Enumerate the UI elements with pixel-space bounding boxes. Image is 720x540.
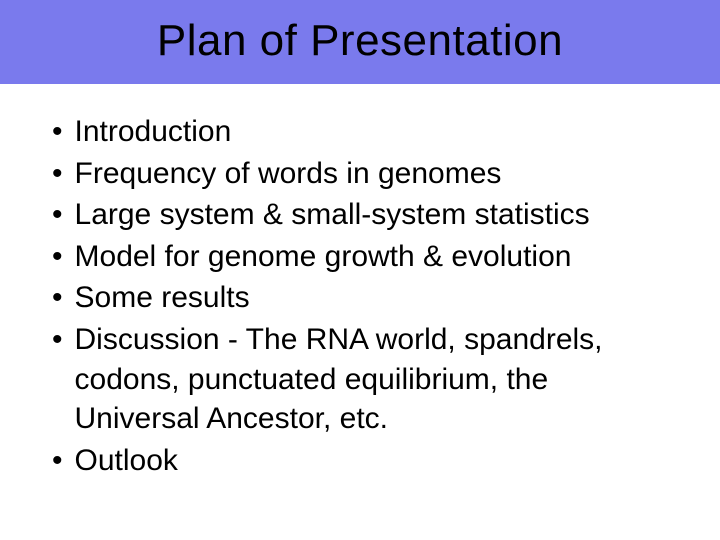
bullet-icon: • <box>52 441 63 481</box>
bullet-text: Discussion - The RNA world, spandrels, c… <box>75 320 680 439</box>
list-item: • Introduction <box>52 112 680 152</box>
slide-header: Plan of Presentation <box>0 0 720 84</box>
list-item: • Discussion - The RNA world, spandrels,… <box>52 320 680 439</box>
list-item: • Some results <box>52 278 680 318</box>
bullet-text: Model for genome growth & evolution <box>75 237 572 277</box>
bullet-list: • Introduction • Frequency of words in g… <box>52 112 680 480</box>
bullet-icon: • <box>52 320 63 360</box>
slide-title: Plan of Presentation <box>0 16 720 66</box>
bullet-icon: • <box>52 112 63 152</box>
bullet-text: Frequency of words in genomes <box>75 154 502 194</box>
bullet-icon: • <box>52 278 63 318</box>
bullet-text: Some results <box>75 278 250 318</box>
bullet-icon: • <box>52 195 63 235</box>
list-item: • Large system & small-system statistics <box>52 195 680 235</box>
bullet-icon: • <box>52 154 63 194</box>
presentation-slide: Plan of Presentation • Introduction • Fr… <box>0 0 720 540</box>
bullet-text: Large system & small-system statistics <box>75 195 590 235</box>
bullet-text: Introduction <box>75 112 232 152</box>
list-item: • Model for genome growth & evolution <box>52 237 680 277</box>
list-item: • Frequency of words in genomes <box>52 154 680 194</box>
bullet-text: Outlook <box>75 441 178 481</box>
list-item: • Outlook <box>52 441 680 481</box>
bullet-icon: • <box>52 237 63 277</box>
slide-content: • Introduction • Frequency of words in g… <box>0 84 720 502</box>
